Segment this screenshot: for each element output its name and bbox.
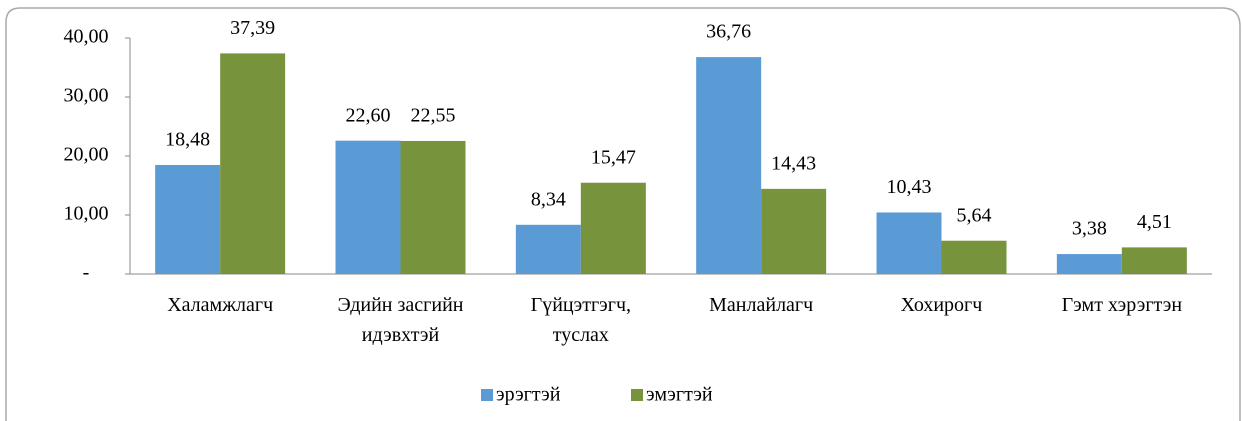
bar [155, 164, 221, 274]
value-label: 14,43 [771, 152, 816, 174]
bar [580, 182, 646, 274]
value-label: 4,51 [1137, 211, 1172, 233]
value-label: 18,48 [165, 129, 210, 151]
x-tick-label: Хохирогч [901, 294, 983, 316]
y-tick-label: 10,00 [64, 203, 109, 225]
y-tick-label: - [83, 262, 90, 284]
frame [5, 7, 1241, 421]
x-tick-label: Гэмт хэрэгтэн [1062, 294, 1183, 316]
bar [400, 140, 466, 274]
value-label: 8,34 [531, 188, 566, 210]
bar [1056, 254, 1122, 274]
legend-swatch [631, 389, 643, 401]
legend-swatch [481, 389, 493, 401]
value-label: 3,38 [1072, 218, 1107, 240]
bar [876, 212, 942, 274]
x-tick-label: Эдийн засгийн идэвхтэй [338, 294, 464, 346]
x-tick-label: Халамжлагч [167, 294, 273, 316]
value-label: 22,55 [411, 105, 456, 127]
bar [761, 188, 827, 274]
y-tick-label: 40,00 [64, 26, 109, 48]
legend-label: эмэгтэй [646, 384, 713, 406]
value-label: 15,47 [591, 146, 636, 168]
bar [1121, 247, 1187, 274]
x-tick-label: Гүйцэтгэгч, туслах [531, 294, 631, 346]
value-label: 5,64 [957, 204, 992, 226]
legend-label: эрэгтэй [496, 384, 561, 406]
value-label: 36,76 [706, 21, 751, 43]
value-label: 37,39 [230, 17, 275, 39]
value-label: 22,60 [346, 104, 391, 126]
y-tick-label: 20,00 [64, 144, 109, 166]
x-tick-label: Манлайлагч [709, 294, 813, 316]
bar [335, 140, 401, 274]
bar [515, 224, 581, 274]
bar [696, 57, 762, 275]
bar [220, 53, 286, 274]
y-tick-label: 30,00 [64, 85, 109, 107]
bar [941, 240, 1007, 274]
value-label: 10,43 [887, 176, 932, 198]
